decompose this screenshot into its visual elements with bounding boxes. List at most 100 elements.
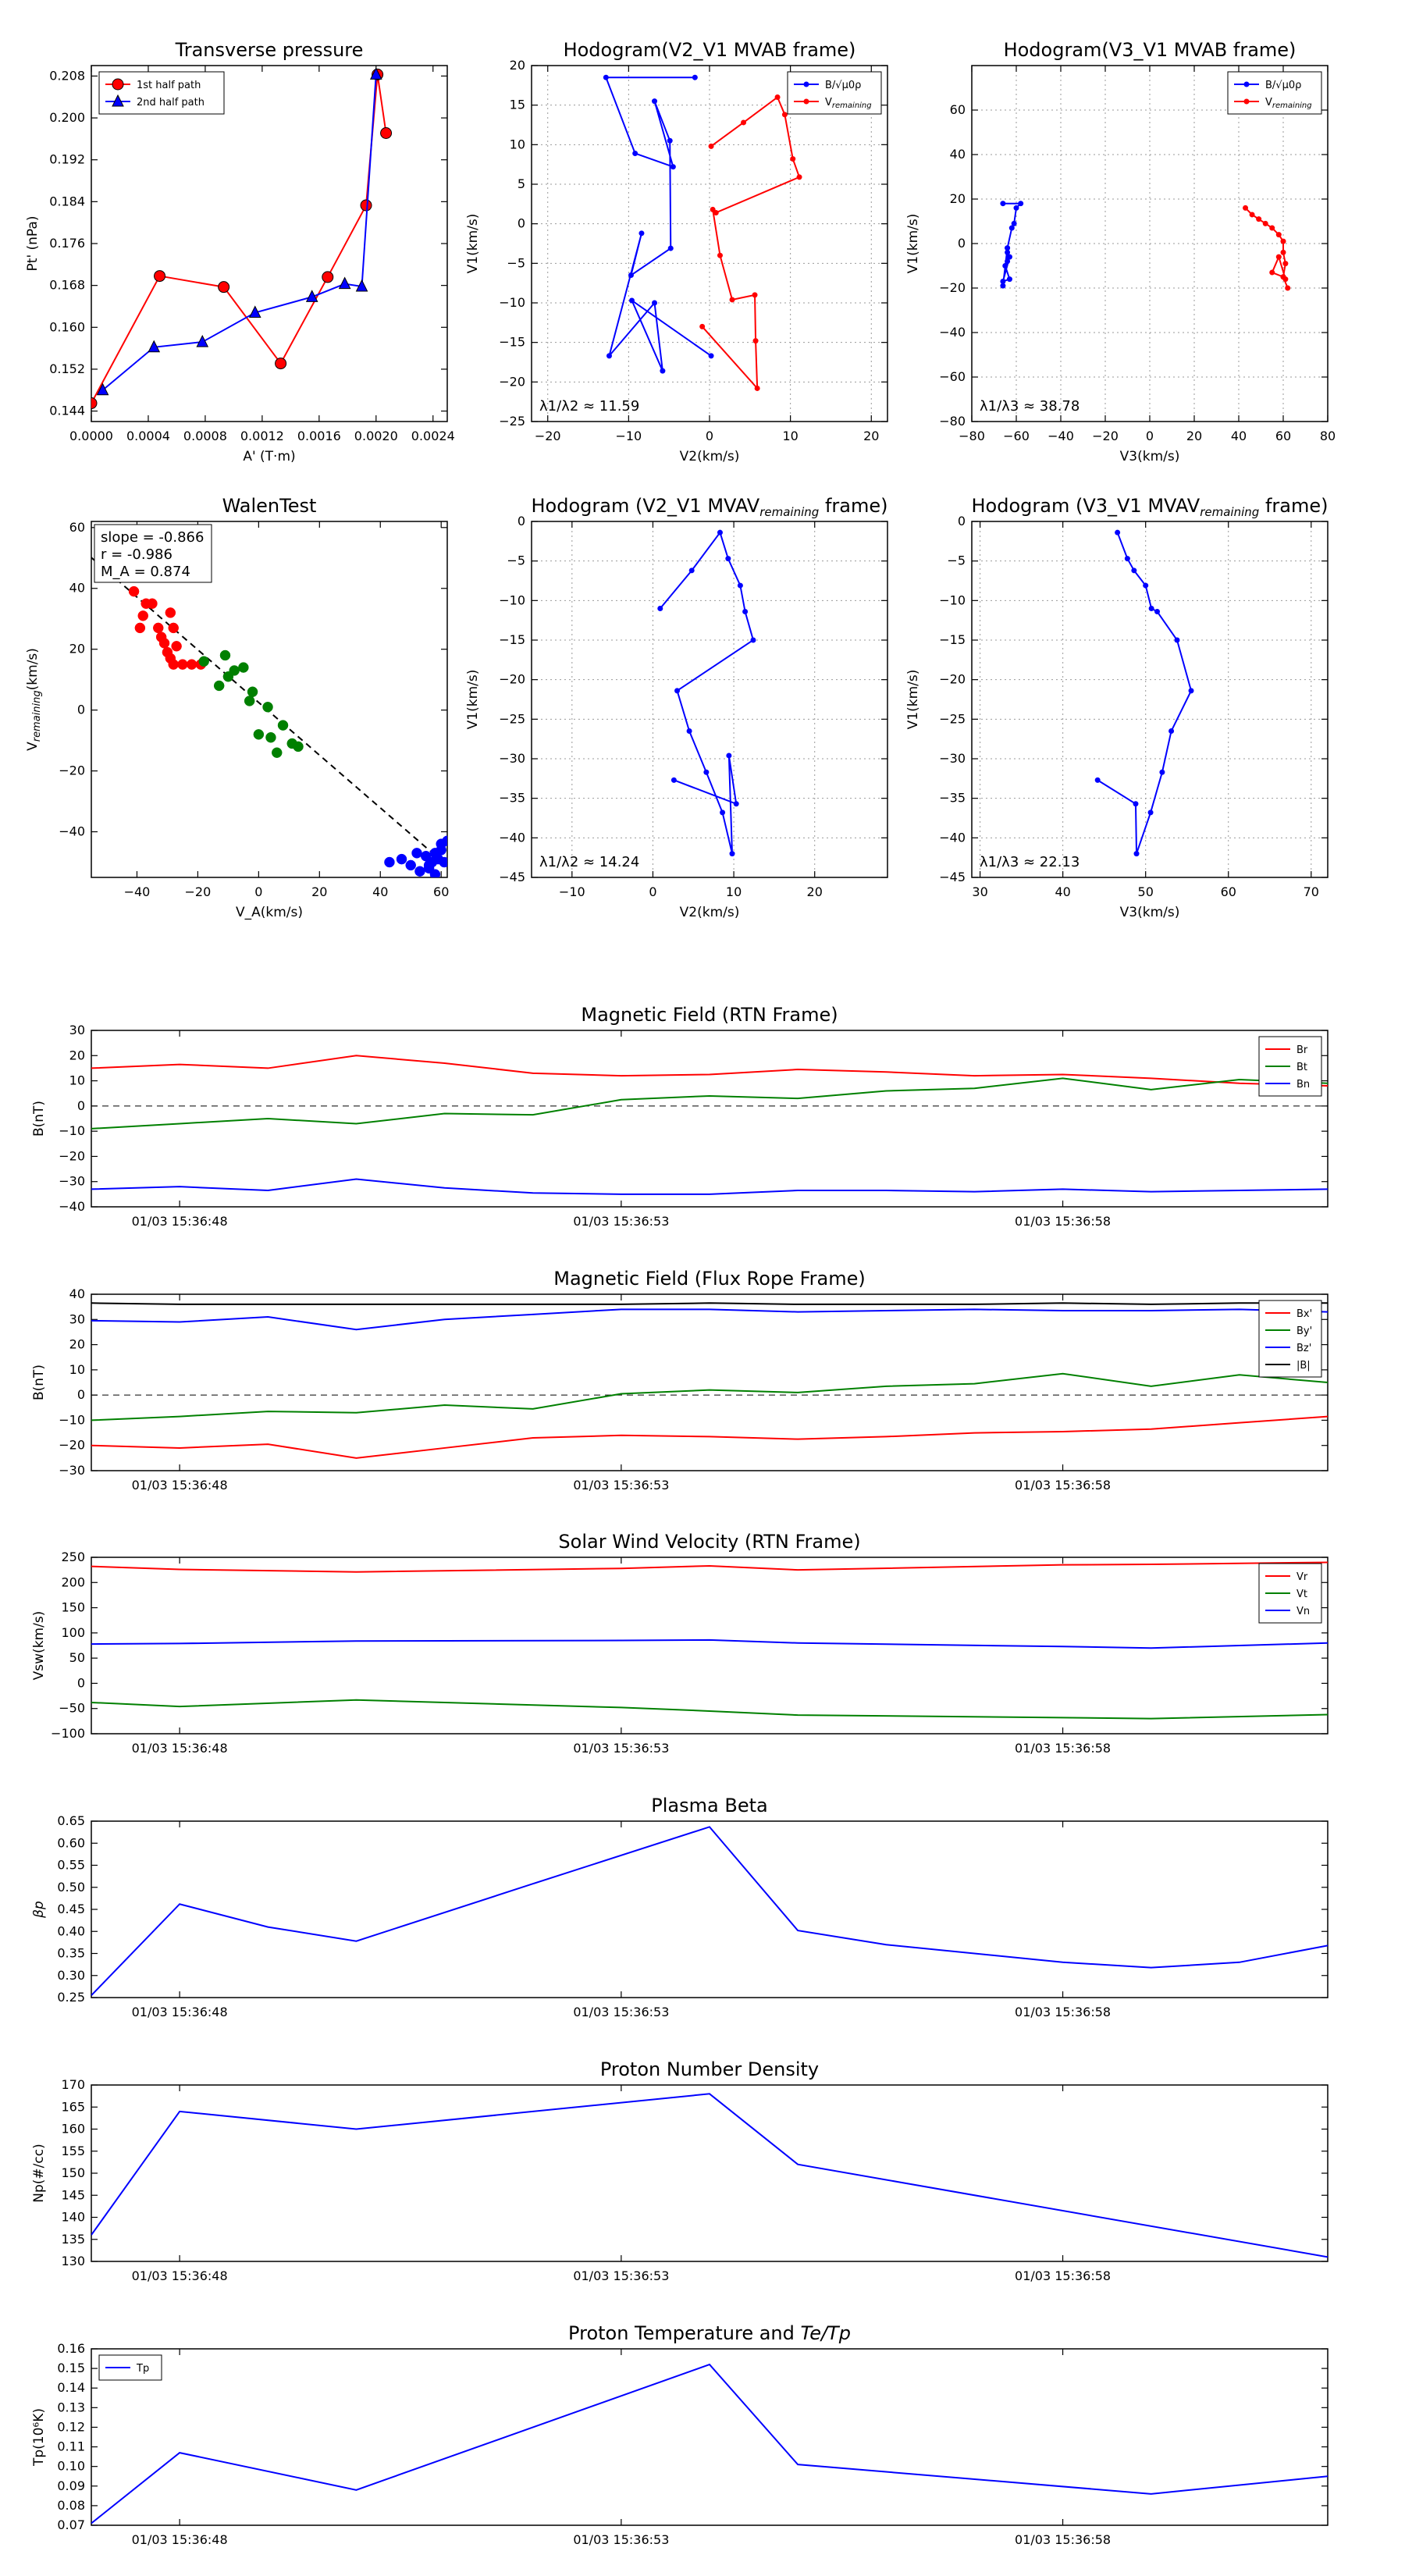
tp-ytick-label: 0.09 (57, 2478, 85, 2493)
hodo2-ytick-label: −5 (507, 255, 525, 270)
hodo5-xtick-label: 30 (972, 884, 987, 899)
mag_fr-ylabel: B(nT) (31, 1364, 47, 1400)
mag_fr-ytick-label: 30 (69, 1311, 85, 1326)
hodo3-point (1011, 220, 1017, 226)
mag_fr-title: Magnetic Field (Flux Rope Frame) (553, 1268, 865, 1290)
pt-point (196, 334, 209, 347)
pt-point (355, 279, 368, 292)
hodo2-ytick-label: −15 (499, 335, 525, 350)
np-ytick-label: 170 (61, 2077, 85, 2092)
hodo3-point (1006, 276, 1012, 283)
hodo3-point (1005, 245, 1011, 251)
hodo5-point (1188, 688, 1194, 694)
hodo4-ytick-label: −40 (499, 830, 525, 845)
pt-plot-area (91, 67, 393, 410)
hodo3-point (1000, 283, 1006, 289)
np-ytick-label: 140 (61, 2210, 85, 2225)
mag_rtn-ylabel: B(nT) (31, 1101, 47, 1137)
hodo4-point (720, 809, 726, 816)
hodo5-xtick-label: 50 (1138, 884, 1154, 899)
pt-ytick-label: 0.192 (49, 152, 85, 167)
hodo2-point (754, 385, 760, 391)
walen-point-green (198, 656, 209, 667)
vel-ytick-label: −50 (59, 1701, 85, 1716)
hodo5-xtick-label: 60 (1221, 884, 1236, 899)
beta-ytick-label: 0.40 (57, 1923, 85, 1938)
hodo2-ytick-label: 10 (510, 137, 525, 151)
hodo2-ytick-label: 0 (518, 216, 525, 231)
tp-xtick-label: 01/03 15:36:48 (132, 2532, 228, 2547)
hodo2-point (796, 174, 802, 180)
mag_rtn-ytick-label: −40 (59, 1199, 85, 1214)
walen-xtick-label: 0 (254, 884, 262, 899)
mag_fr-ytick-label: 20 (69, 1337, 85, 1352)
vel-legend-label: Vr (1297, 1571, 1308, 1583)
hodo5-ytick-label: −10 (939, 592, 966, 607)
walen-point-blue (429, 848, 441, 859)
hodo2-point (708, 353, 714, 359)
tp-ytick-label: 0.11 (57, 2439, 85, 2454)
vel-ylabel: Vsw(km/s) (31, 1611, 47, 1681)
hodo4-point (717, 529, 723, 535)
hodo4-ytick-label: −10 (499, 592, 525, 607)
walen-ytick-label: 0 (77, 703, 85, 717)
np-xtick-label: 01/03 15:36:48 (132, 2268, 228, 2283)
walen-stat-slope: slope = -0.866 (101, 529, 204, 546)
hodo2-ytick-label: 15 (510, 98, 525, 112)
hodo3-eigen-ratio: λ1/λ3 ≈ 38.78 (980, 398, 1080, 415)
hodo2-point (699, 323, 706, 329)
hodo4-xtick-label: 0 (649, 884, 656, 899)
hodo5-point (1154, 609, 1161, 615)
hodo5-ytick-label: −5 (947, 553, 966, 568)
hodo2-point (667, 137, 673, 144)
tp-ylabel: Tp(10⁶K) (31, 2408, 47, 2467)
hodo3-xtick-label: 80 (1320, 429, 1336, 443)
hodo3-point (1005, 258, 1011, 265)
hodo3-xtick-label: 60 (1275, 429, 1291, 443)
mag_rtn-xtick-label: 01/03 15:36:48 (132, 1214, 228, 1229)
hodo3-xtick-label: −40 (1048, 429, 1074, 443)
hodo2-point (752, 292, 758, 298)
beta-ytick-label: 0.45 (57, 1902, 85, 1916)
walen-point-red (128, 585, 140, 597)
hodo4-point (750, 637, 756, 643)
pt-point (380, 127, 393, 140)
pt-legend-marker (112, 78, 124, 91)
mag_fr-series-bz (91, 1308, 1328, 1331)
mag_fr-legend-label: |B| (1297, 1360, 1311, 1372)
hodo3-point (1256, 216, 1262, 222)
pt-xtick-label: 0.0024 (411, 429, 455, 443)
pt-point (322, 271, 334, 283)
hodo2-ytick-label: −10 (499, 295, 525, 310)
hodo2-ytick-label: −20 (499, 374, 525, 389)
pt-series-line (91, 74, 387, 404)
vel-xtick-label: 01/03 15:36:53 (573, 1741, 669, 1756)
hodo5-xtick-label: 40 (1055, 884, 1070, 899)
walen-ytick-label: 60 (69, 520, 85, 535)
beta-ytick-label: 0.55 (57, 1858, 85, 1873)
hodo2-point (667, 245, 674, 251)
walen-point-green (229, 665, 240, 676)
hodo2-legend-marker (803, 98, 809, 105)
tp-plot-area (91, 2363, 1328, 2524)
vel-xtick-label: 01/03 15:36:58 (1015, 1741, 1111, 1756)
hodo3-ytick-label: 20 (950, 191, 966, 206)
hodo4-point (657, 605, 663, 611)
hodo3-point (1280, 274, 1286, 280)
tp-series-tp (91, 2363, 1328, 2524)
hodo3-ylabel: V1(km/s) (905, 214, 921, 274)
tp-title: Proton Temperature and Te/Tp (568, 2322, 851, 2344)
mag_fr-series-by (91, 1372, 1328, 1421)
pt-point (305, 290, 318, 302)
mag_fr-ytick-label: −20 (59, 1438, 85, 1453)
walen-point-blue (423, 859, 435, 871)
mag_fr-legend-label: Bz' (1297, 1343, 1311, 1354)
walen-point-red (165, 607, 176, 618)
hodo5-point (1115, 529, 1121, 535)
hodo4-ytick-label: −15 (499, 632, 525, 647)
hodo4-point (733, 801, 739, 807)
walen-point-red (134, 622, 146, 634)
hodo3-point (1280, 249, 1286, 255)
hodo3-legend-label: B/√μ0ρ (1265, 80, 1301, 91)
walen-point-green (213, 680, 225, 692)
